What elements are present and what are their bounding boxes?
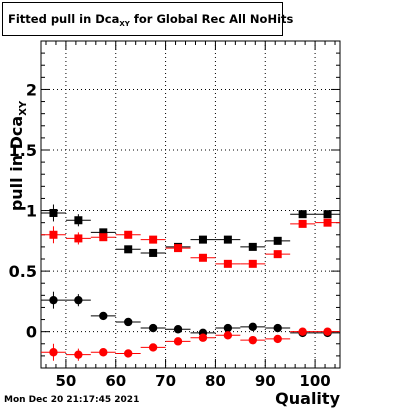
x-tick-label: 80 <box>205 372 226 390</box>
x-tick-label: 60 <box>105 372 126 390</box>
series-4 <box>41 327 340 361</box>
data-point <box>198 333 208 342</box>
data-point <box>49 348 58 357</box>
data-point <box>99 228 108 237</box>
data-point <box>99 311 108 321</box>
data-point <box>273 334 282 344</box>
data-point <box>248 259 257 268</box>
data-point <box>124 349 133 358</box>
plot-frame <box>40 40 341 369</box>
data-point <box>49 295 58 305</box>
title-main: Fitted pull in Dca <box>8 12 120 26</box>
data-point <box>273 236 282 245</box>
data-point <box>223 235 232 244</box>
data-point <box>74 350 83 359</box>
data-point <box>223 259 232 268</box>
data-point <box>323 210 332 219</box>
data-point <box>124 245 133 254</box>
y-tick-label: 2 <box>26 80 37 99</box>
y-axis-label: pull in DcaXY <box>7 76 31 236</box>
data-point <box>149 235 158 244</box>
data-point <box>223 331 233 340</box>
data-point <box>148 343 158 352</box>
data-series <box>41 204 340 361</box>
title-rest: for Global Rec All NoHits <box>129 12 294 26</box>
data-point <box>149 248 158 257</box>
data-point <box>148 323 158 333</box>
x-tick-label: 50 <box>55 372 76 390</box>
y-axis-label-subscript: XY <box>18 100 30 116</box>
data-point <box>174 244 183 253</box>
y-tick-label: 1.5 <box>9 141 37 160</box>
data-point <box>248 335 257 345</box>
date-stamp: Mon Dec 20 21:17:45 2021 <box>4 395 140 405</box>
x-tick-label: 70 <box>155 372 176 390</box>
data-point <box>173 337 183 346</box>
series-2 <box>41 218 340 268</box>
data-point <box>49 230 58 239</box>
chart-title: Fitted pull in DcaXY for Global Rec All … <box>2 2 293 36</box>
data-point <box>74 234 83 243</box>
data-point <box>298 219 307 228</box>
data-point <box>198 235 207 244</box>
y-tick-label: 0 <box>26 323 37 342</box>
data-point <box>323 327 332 336</box>
data-point <box>298 327 307 336</box>
data-point <box>74 295 83 305</box>
y-axis-label-main: pull in Dca <box>7 115 26 212</box>
x-axis-label: Quality <box>275 389 340 408</box>
y-tick-label: 1 <box>26 202 37 221</box>
data-point <box>99 348 108 357</box>
axis-ticks <box>41 40 340 369</box>
x-tick-label: 100 <box>299 372 330 390</box>
data-point <box>273 250 282 259</box>
data-point <box>124 317 133 327</box>
data-point <box>248 242 257 251</box>
data-point <box>198 253 207 262</box>
data-point <box>323 218 332 227</box>
title-subscript: XY <box>119 20 130 28</box>
y-tick-label: 0.5 <box>9 262 37 281</box>
data-point <box>49 208 58 217</box>
data-point <box>298 210 307 219</box>
x-tick-label: 90 <box>255 372 276 390</box>
axis-tick-labels: 50 60 70 80 90 100 0 0.5 1 1.5 2 <box>9 80 331 390</box>
data-point <box>173 325 183 334</box>
data-point <box>273 323 282 333</box>
data-point <box>99 233 108 242</box>
data-point <box>248 322 257 332</box>
data-point <box>124 230 133 239</box>
data-point <box>74 216 83 225</box>
data-point <box>223 323 233 333</box>
grid-lines <box>41 41 340 368</box>
